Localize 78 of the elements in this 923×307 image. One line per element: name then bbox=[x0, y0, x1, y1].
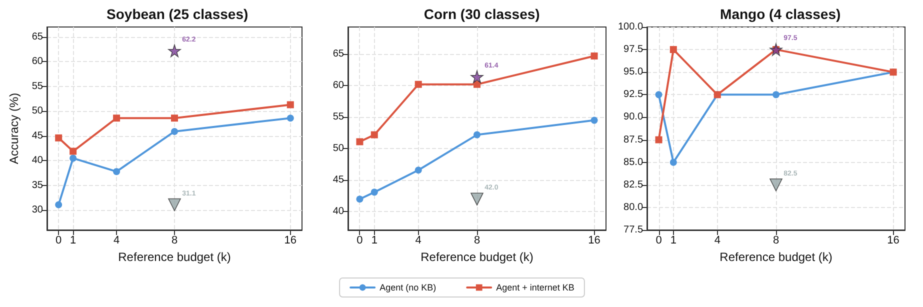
point bbox=[171, 128, 178, 135]
point bbox=[770, 178, 783, 192]
point bbox=[356, 138, 363, 146]
point bbox=[590, 52, 598, 60]
point bbox=[168, 198, 181, 212]
y-tick-label: 60 bbox=[32, 56, 44, 68]
chart-title: Corn (30 classes) bbox=[424, 6, 540, 22]
chart-title: Soybean (25 classes) bbox=[106, 6, 248, 22]
x-tick-label: 8 bbox=[171, 234, 178, 246]
x-tick-label: 4 bbox=[714, 234, 721, 246]
x-axis-title: Reference budget (k) bbox=[420, 250, 534, 264]
y-tick-label: 30 bbox=[32, 204, 44, 216]
y-tick-label: 40 bbox=[332, 206, 344, 218]
point bbox=[113, 114, 120, 122]
y-tick-label: 60 bbox=[332, 80, 344, 92]
y-tick-label: 80.0 bbox=[624, 202, 644, 213]
y-tick-label: 55 bbox=[332, 112, 344, 123]
y-tick-label: 85.0 bbox=[624, 156, 644, 168]
x-tick-label: 0 bbox=[356, 234, 362, 246]
point bbox=[670, 158, 678, 166]
y-tick-label: 95.0 bbox=[624, 66, 644, 78]
point bbox=[286, 101, 294, 108]
point bbox=[772, 91, 780, 98]
y-tick-label: 55 bbox=[32, 80, 44, 92]
point bbox=[171, 114, 178, 122]
point bbox=[55, 134, 62, 142]
y-tick-label: 45 bbox=[32, 130, 44, 142]
y-tick-label: 90.0 bbox=[624, 112, 644, 123]
x-tick-label: 8 bbox=[773, 234, 780, 246]
point bbox=[168, 44, 181, 58]
chart-title: Mango (4 classes) bbox=[720, 6, 841, 22]
point bbox=[70, 148, 77, 155]
point bbox=[286, 114, 294, 122]
point bbox=[55, 201, 62, 208]
y-tick-label: 82.5 bbox=[624, 179, 644, 190]
point bbox=[670, 46, 678, 54]
x-tick-label: 4 bbox=[113, 234, 120, 246]
y-tick-label: 40 bbox=[32, 155, 44, 166]
y-tick-label: 65 bbox=[332, 48, 344, 60]
y-tick-label: 77.5 bbox=[624, 224, 644, 236]
y-axis-title: Accuracy (%) bbox=[7, 92, 21, 164]
x-tick-label: 0 bbox=[656, 234, 662, 246]
point bbox=[590, 116, 598, 124]
point bbox=[656, 91, 663, 98]
legend-label: Agent + internet KB bbox=[496, 282, 574, 292]
x-tick-label: 16 bbox=[887, 234, 900, 246]
point bbox=[356, 196, 363, 203]
x-tick-label: 0 bbox=[56, 234, 62, 246]
point bbox=[370, 131, 378, 138]
point bbox=[113, 168, 120, 176]
point bbox=[70, 154, 77, 162]
y-tick-label: 100.0 bbox=[618, 22, 644, 32]
point bbox=[770, 43, 783, 56]
y-tick-label: 97.5 bbox=[624, 44, 644, 56]
point bbox=[414, 166, 422, 174]
point bbox=[370, 188, 378, 196]
x-tick-label: 1 bbox=[370, 234, 378, 246]
y-tick-label: 65 bbox=[32, 31, 44, 42]
point bbox=[473, 131, 480, 138]
x-tick-label: 16 bbox=[284, 234, 297, 246]
x-tick-label: 4 bbox=[414, 234, 422, 246]
point bbox=[656, 136, 663, 144]
x-tick-label: 16 bbox=[588, 234, 600, 246]
y-tick-label: 50 bbox=[32, 106, 44, 117]
legend-label: Agent (no KB) bbox=[379, 282, 436, 292]
y-tick-label: 92.5 bbox=[624, 89, 644, 100]
y-tick-label: 45 bbox=[332, 174, 344, 186]
x-axis-title: Reference budget (k) bbox=[118, 250, 231, 264]
x-tick-label: 1 bbox=[670, 234, 677, 246]
point bbox=[470, 70, 484, 84]
point bbox=[470, 192, 484, 206]
x-tick-label: 1 bbox=[70, 234, 76, 246]
y-tick-label: 87.5 bbox=[624, 134, 644, 146]
y-tick-label: 50 bbox=[332, 143, 344, 154]
x-axis-title: Reference budget (k) bbox=[720, 250, 833, 264]
point bbox=[414, 80, 422, 88]
x-tick-label: 8 bbox=[474, 234, 480, 246]
y-tick-label: 35 bbox=[32, 180, 44, 191]
